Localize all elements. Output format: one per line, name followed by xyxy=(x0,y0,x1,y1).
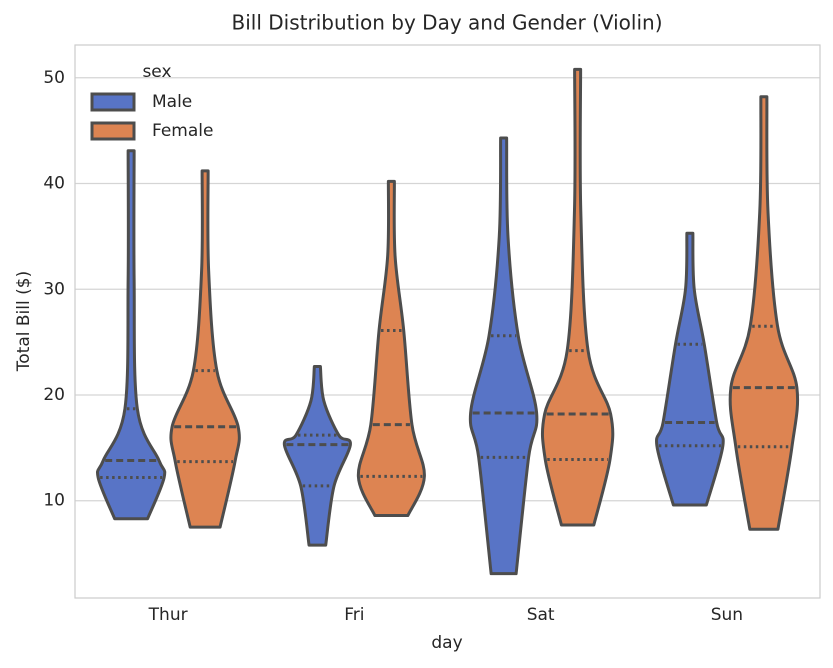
y-tick-label: 10 xyxy=(43,491,65,511)
violin xyxy=(356,179,426,518)
violin xyxy=(655,231,725,507)
plot-frame xyxy=(74,44,821,599)
violin xyxy=(95,149,167,521)
plot xyxy=(95,67,800,576)
x-tick-label: Sun xyxy=(711,605,743,625)
legend-title: sex xyxy=(142,62,171,82)
violin xyxy=(282,364,352,547)
legend-label: Male xyxy=(152,92,192,112)
y-tick-label: 30 xyxy=(43,279,65,299)
y-tick-label: 40 xyxy=(43,174,65,194)
legend-swatch xyxy=(90,121,136,141)
violin xyxy=(468,136,539,576)
y-axis-label: Total Bill ($) xyxy=(14,271,34,372)
violin xyxy=(540,67,615,527)
x-axis-label: day xyxy=(431,633,462,653)
violin xyxy=(728,95,800,531)
legend: sex Male Female xyxy=(90,62,213,141)
x-tick-label: Thur xyxy=(148,605,188,625)
y-tick-label: 50 xyxy=(43,68,65,88)
legend-swatch xyxy=(90,92,136,112)
legend-label: Female xyxy=(152,121,213,141)
x-tick-label: Fri xyxy=(344,605,364,625)
y-tick-label: 20 xyxy=(43,385,65,405)
chart-title: Bill Distribution by Day and Gender (Vio… xyxy=(232,11,663,35)
violin xyxy=(169,169,241,529)
x-tick-label: Sat xyxy=(527,605,555,625)
